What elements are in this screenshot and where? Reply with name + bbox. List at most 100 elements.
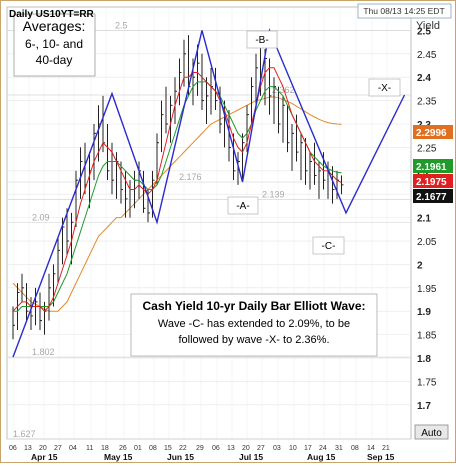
y-tick-label: 2 [417,260,423,271]
x-day-label: 27 [54,445,62,452]
reference-label: 2.362 [272,85,295,95]
reference-label: 2.176 [179,172,202,182]
wave-path [12,27,406,358]
last-value-tag [413,189,453,203]
x-day-label: 08 [149,445,157,452]
price-bar [174,77,177,125]
price-bar [125,170,128,218]
ma6-line [12,67,342,312]
last-value-tag [413,159,453,173]
wave-label-x: -X- [378,83,391,94]
x-day-label: 04 [69,445,77,452]
x-day-label: 20 [242,445,250,452]
price-bar [278,86,281,134]
x-month-label: Sep 15 [367,452,395,462]
price-bar [287,105,290,153]
price-bar [39,292,42,330]
price-bar [305,138,308,185]
plot-area [6,6,412,440]
x-day-label: 24 [319,445,327,452]
commentary-body-line: Wave -C- has extended to 2.09%, to be [158,318,350,330]
price-bar [332,166,335,204]
price-bar [206,77,209,125]
price-bar [237,152,240,185]
price-bar [75,170,78,227]
price-bar [197,44,200,96]
last-value-label: 2.1961 [416,162,447,173]
x-day-label: 21 [382,445,390,452]
y-tick-label: 1.9 [417,307,431,318]
price-bar [80,147,83,199]
price-bar [71,212,74,265]
y-tick-label: 2.1 [417,214,431,225]
averages-line: 6-, 10- and [25,37,83,51]
x-day-label: 08 [351,445,359,452]
wave-label-b: -B- [255,35,268,46]
x-day-label: 26 [119,445,127,452]
x-day-label: 11 [86,445,93,452]
averages-box [13,13,96,77]
commentary-body: Wave -C- has extended to 2.09%, to be fol… [158,318,350,346]
price-bar [255,53,258,106]
x-day-label: 13 [227,445,235,452]
auto-button[interactable] [414,424,449,440]
x-axis: 06 13 20 27 04 11 18 26 01 08 15 22 29 06 13 20 27 03 10 17… [9,445,395,462]
price-bar [66,208,69,256]
averages-line: Averages: [23,18,86,34]
price-bar [165,86,168,134]
last-value-tags: 2.2996 2.1961 2.1975 2.1677 [413,125,453,203]
y-axis-label: Yield [416,20,440,32]
reference-label: 2.139 [262,189,285,199]
commentary-title: Cash Yield 10-yr Daily Bar Elliott Wave: [143,299,366,313]
price-bar [48,273,51,321]
y-tick-label: 2.25 [417,143,437,154]
price-bar [251,77,254,125]
price-bar [170,95,173,143]
price-bar [215,67,218,110]
timestamp-box [357,3,452,19]
price-bar [21,273,24,302]
price-bar [57,236,60,284]
x-day-label: 15 [164,445,172,452]
x-day-label: 14 [367,445,375,452]
price-bar [296,114,299,162]
reference-levels: 2.5 2.362 2.176 2.139 2.09 1.802 1.627 [7,20,411,440]
price-bar [341,175,344,195]
price-bar [291,124,294,171]
price-bar [93,124,96,181]
price-bar [242,133,245,181]
price-bar [318,161,321,199]
y-tick-label: 2.05 [417,237,437,248]
y-tick-label: 1.85 [417,331,437,342]
commentary-box [130,293,378,357]
price-bar [107,124,110,181]
last-value-label: 2.1975 [416,177,447,188]
price-bar [179,58,182,106]
x-day-label: 06 [9,445,17,452]
auto-button-label: Auto [421,428,442,439]
x-day-label: 29 [196,445,204,452]
y-axis: 1.71.751.81.851.91.9522.052.12.152.22.25… [417,26,437,411]
ma40-line [12,96,342,312]
y-tick-label: 2.5 [417,26,431,37]
commentary-body-line: followed by wave -X- to 2.36%. [178,334,329,346]
x-day-label: 06 [212,445,220,452]
y-tick-label: 1.7 [417,401,431,412]
x-day-label: 01 [134,445,142,452]
price-bar [309,152,312,190]
last-value-label: 2.2996 [416,128,447,139]
ma10-line [13,81,342,312]
y-tick-label: 2.45 [417,50,437,61]
price-bar [111,142,114,195]
x-day-label: 20 [39,445,47,452]
reference-label: 1.802 [32,347,55,357]
averages-line: 40-day [36,53,73,67]
last-value-label: 2.1677 [416,192,447,203]
reference-label: 2.5 [115,20,128,30]
price-bar [233,133,236,181]
wave-label-box [246,30,278,49]
price-bar [228,109,231,162]
x-month-label: Apr 15 [31,452,58,462]
x-day-label: 03 [273,445,281,452]
